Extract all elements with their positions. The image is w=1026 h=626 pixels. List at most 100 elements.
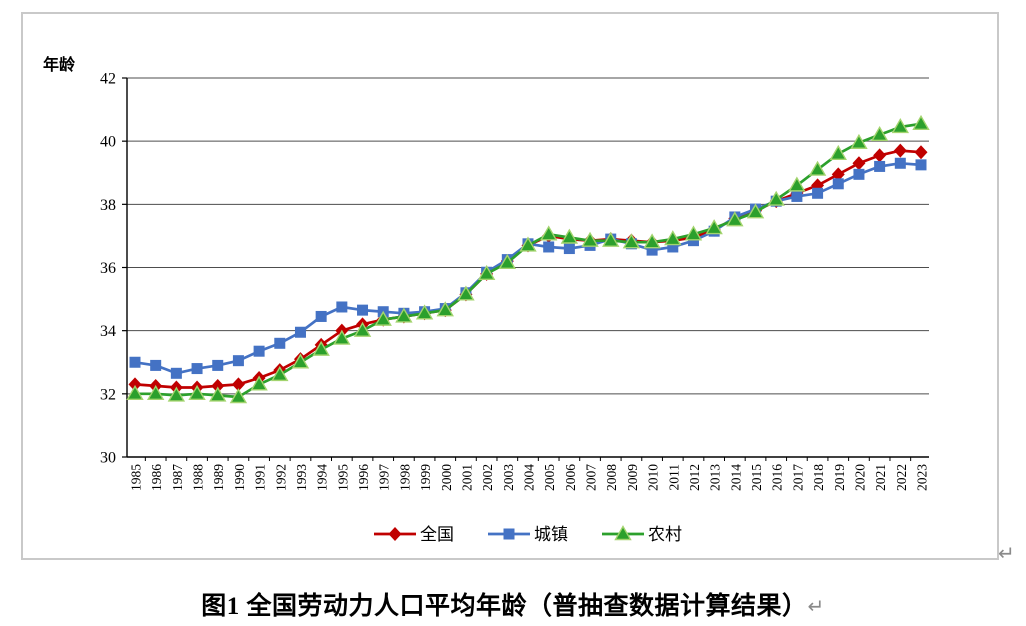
x-tick-label: 1999 bbox=[418, 464, 433, 491]
marker bbox=[374, 310, 392, 326]
x-tick-label: 2012 bbox=[687, 464, 702, 491]
y-tick-label: 34 bbox=[100, 323, 116, 340]
marker bbox=[253, 345, 265, 357]
marker bbox=[209, 386, 227, 402]
series-line-national bbox=[134, 149, 922, 389]
marker bbox=[498, 253, 517, 269]
marker bbox=[503, 528, 515, 540]
marker bbox=[128, 377, 142, 392]
marker bbox=[336, 301, 348, 313]
legend-entry-rural: 农村 bbox=[602, 525, 682, 544]
marker bbox=[643, 233, 661, 249]
marker bbox=[746, 203, 765, 219]
marker bbox=[519, 236, 537, 252]
figure-caption-text: 图1 全国劳动力人口平均年龄（普抽查数据计算结果） bbox=[201, 593, 808, 620]
chart-svg: 年龄 30 32 34 36 38 40 42 1985 1986 1987 1988 1989 1990… bbox=[43, 55, 930, 544]
marker bbox=[705, 219, 723, 235]
marker bbox=[357, 304, 369, 316]
marker bbox=[211, 378, 225, 393]
x-tick-label: 2007 bbox=[584, 464, 599, 491]
marker bbox=[291, 353, 310, 369]
marker bbox=[581, 231, 599, 247]
x-tick-label: 2000 bbox=[439, 464, 454, 491]
x-tick-label: 2002 bbox=[480, 464, 495, 491]
x-tick-label: 2003 bbox=[501, 464, 516, 491]
x-tick-label: 2010 bbox=[646, 464, 661, 491]
x-tick-label: 1997 bbox=[377, 464, 392, 491]
marker bbox=[829, 144, 847, 161]
marker bbox=[271, 365, 289, 382]
marker bbox=[767, 190, 785, 206]
marker bbox=[808, 160, 827, 176]
legend-entry-national: 全国 bbox=[374, 525, 454, 544]
marker bbox=[188, 384, 206, 401]
x-tick-label: 1995 bbox=[335, 464, 350, 491]
x-tick-label: 1996 bbox=[356, 464, 371, 491]
series-urban bbox=[129, 157, 927, 379]
x-tick-label: 2001 bbox=[459, 464, 474, 491]
series-line-urban bbox=[134, 161, 922, 375]
legend-label: 城镇 bbox=[534, 525, 568, 544]
y-tick-label: 32 bbox=[100, 386, 116, 403]
marker bbox=[684, 225, 703, 241]
x-tick-label: 1988 bbox=[191, 464, 206, 491]
x-tick-label: 2020 bbox=[852, 464, 867, 491]
marker bbox=[894, 157, 906, 169]
marker bbox=[893, 143, 907, 158]
marker bbox=[853, 168, 865, 180]
marker bbox=[832, 178, 844, 190]
x-tick-label: 2011 bbox=[666, 464, 681, 491]
marker bbox=[791, 190, 803, 202]
marker bbox=[912, 114, 930, 130]
marker bbox=[874, 160, 886, 172]
marker bbox=[870, 125, 889, 142]
marker bbox=[914, 145, 928, 160]
marker bbox=[250, 375, 268, 391]
marker bbox=[664, 230, 682, 246]
x-tick-label: 1994 bbox=[315, 464, 330, 491]
marker bbox=[622, 233, 641, 249]
marker bbox=[457, 285, 475, 301]
marker bbox=[388, 527, 402, 541]
marker bbox=[477, 264, 496, 281]
marker bbox=[415, 304, 434, 320]
marker bbox=[150, 359, 162, 371]
marker bbox=[191, 363, 203, 375]
marker bbox=[395, 307, 413, 323]
line-break-return-icon: ↵ bbox=[998, 541, 1015, 565]
x-tick-label: 2013 bbox=[708, 464, 723, 491]
legend-entry-urban: 城镇 bbox=[488, 525, 568, 544]
x-tick-label: 1990 bbox=[232, 464, 247, 491]
x-tick-label: 2004 bbox=[522, 464, 537, 491]
marker bbox=[915, 159, 927, 171]
marker bbox=[788, 176, 806, 192]
figure-caption: 图1 全国劳动力人口平均年龄（普抽查数据计算结果）↵ bbox=[0, 586, 1026, 622]
legend-label: 全国 bbox=[420, 525, 454, 544]
marker bbox=[229, 388, 248, 404]
marker bbox=[726, 211, 744, 227]
y-tick-label: 40 bbox=[100, 134, 116, 151]
x-tick-label: 1986 bbox=[149, 464, 164, 491]
marker bbox=[667, 241, 679, 253]
marker bbox=[602, 231, 620, 247]
x-tick-label: 1998 bbox=[397, 464, 412, 491]
marker bbox=[232, 355, 244, 367]
marker bbox=[614, 525, 632, 541]
marker bbox=[687, 235, 699, 247]
x-tick-label: 2017 bbox=[790, 464, 805, 491]
marker bbox=[126, 384, 144, 401]
marker bbox=[891, 118, 910, 134]
chart-object-frame[interactable]: 年龄 30 32 34 36 38 40 42 1985 1986 1987 1988 1989 1990… bbox=[21, 12, 999, 560]
x-tick-label: 2021 bbox=[873, 464, 888, 491]
x-tick-label: 1989 bbox=[211, 464, 226, 491]
marker bbox=[333, 329, 351, 345]
marker bbox=[170, 367, 182, 379]
marker bbox=[294, 326, 306, 338]
marker bbox=[212, 359, 224, 371]
marker bbox=[850, 133, 868, 149]
x-tick-label: 2018 bbox=[811, 464, 826, 491]
marker bbox=[831, 167, 845, 182]
series-line-rural bbox=[135, 122, 922, 399]
marker bbox=[852, 156, 866, 171]
x-tick-label: 1991 bbox=[253, 464, 268, 491]
